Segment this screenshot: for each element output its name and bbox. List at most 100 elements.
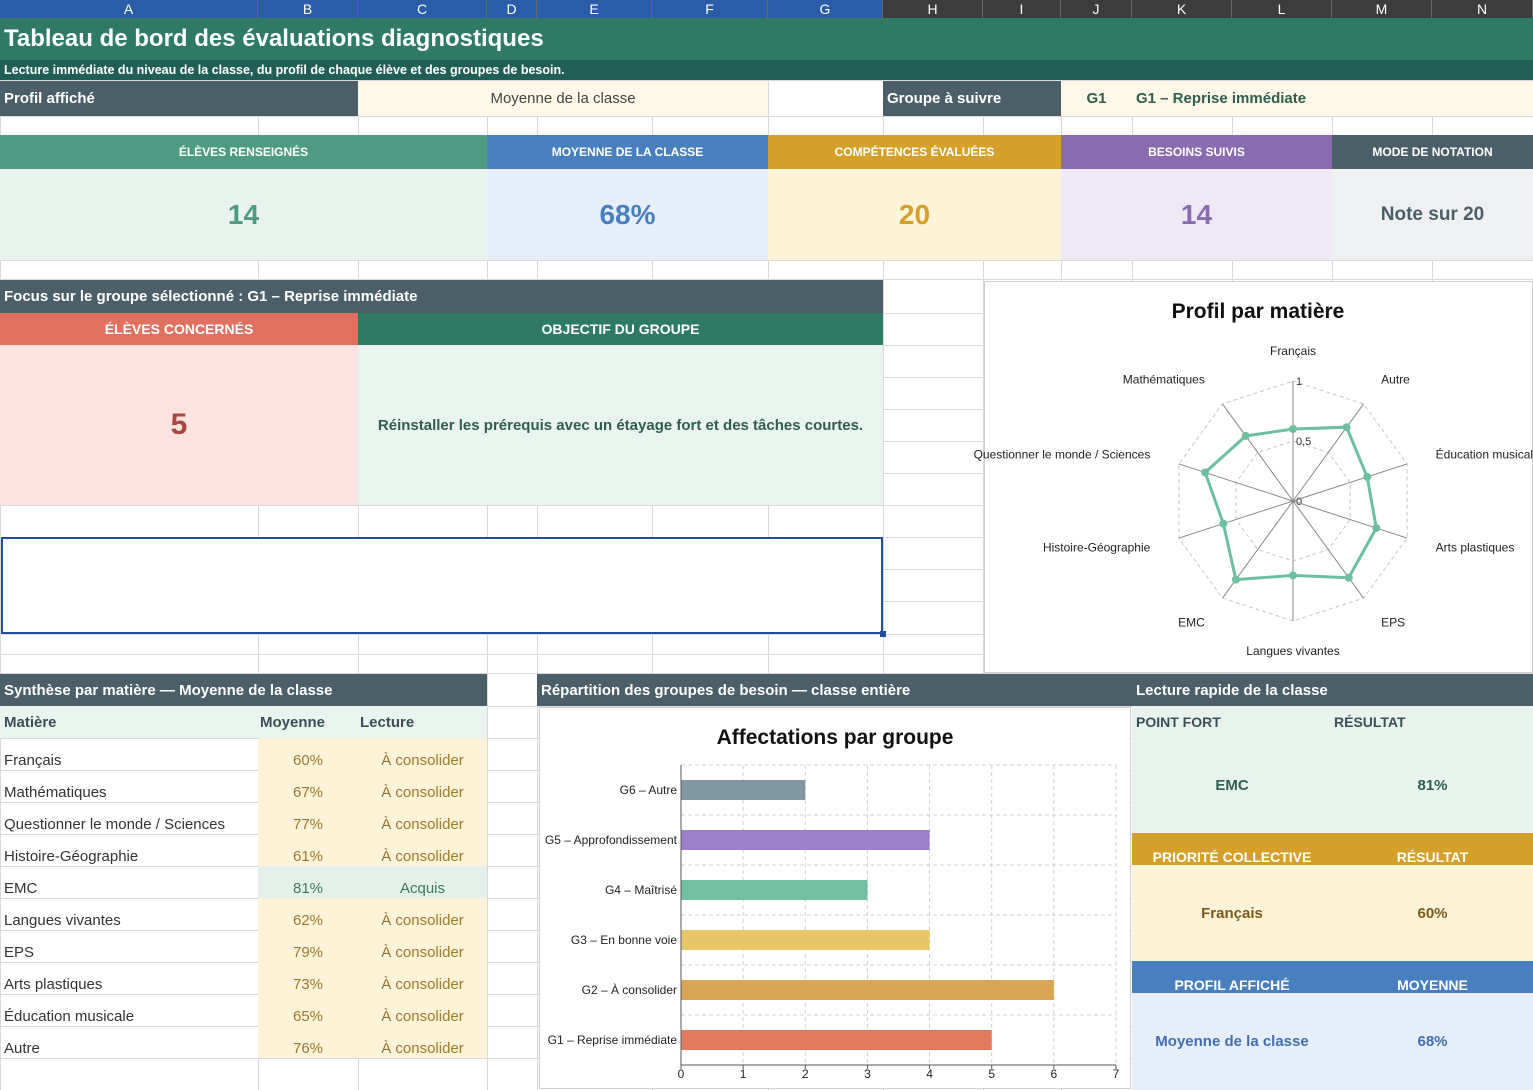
table-cell: Mathématiques (4, 784, 107, 801)
spoke (1292, 403, 1364, 502)
r-tick-label: 0 (1296, 496, 1302, 508)
table-cell: À consolider (358, 930, 487, 962)
spoke (1222, 403, 1294, 502)
table-cell: 77% (258, 802, 358, 834)
table-cell: 60% (258, 738, 358, 770)
column-header: I (983, 0, 1061, 18)
category-label: Arts plastiques (1436, 540, 1515, 554)
bar (681, 880, 868, 900)
x-tick-label: 6 (1051, 1067, 1058, 1081)
table-header: Moyenne (258, 706, 358, 738)
radar-point (1231, 575, 1240, 584)
bar (681, 1030, 992, 1050)
selection[interactable] (1, 537, 883, 634)
column-header: L (1232, 0, 1332, 18)
y-tick-label: G2 – À consolider (582, 982, 677, 997)
fill-handle[interactable] (880, 631, 886, 637)
table-cell: Acquis (358, 866, 487, 898)
block-name: EMC (1215, 777, 1249, 794)
category-label: Autre (1381, 373, 1410, 387)
radar-point (1289, 571, 1297, 580)
category-label: EMC (1178, 615, 1205, 629)
table-cell: 65% (258, 994, 358, 1026)
y-tick-label: G3 – En bonne voie (571, 933, 677, 947)
table-cell: À consolider (358, 738, 487, 770)
title: Tableau de bord des évaluations diagnost… (0, 18, 1533, 60)
radar-point (1342, 423, 1351, 432)
quick-title: Lecture rapide de la classe (1132, 674, 1533, 706)
r-tick-label: 1 (1296, 376, 1302, 388)
radar-point (1241, 431, 1250, 440)
x-tick-label: 3 (864, 1067, 871, 1081)
kpi-label: MODE DE NOTATION (1332, 135, 1533, 169)
table-header: Lecture (358, 706, 487, 738)
objective-label: OBJECTIF DU GROUPE (358, 313, 883, 345)
block-result-label: RÉSULTAT (1334, 714, 1406, 730)
column-header: E (537, 0, 652, 18)
spoke (1292, 500, 1408, 539)
chart-frame (984, 281, 1533, 673)
table-cell: Autre (4, 1040, 40, 1057)
table-cell: À consolider (358, 1026, 487, 1058)
y-tick-label: G4 – Maîtrisé (605, 883, 677, 897)
table-cell: 76% (258, 1026, 358, 1058)
block-label: PROFIL AFFICHÉ (1132, 961, 1332, 993)
category-label: Éducation musicale (1436, 447, 1533, 462)
objective: Réinstaller les prérequis avec un étayag… (358, 345, 883, 505)
category-label: Histoire-Géographie (1043, 540, 1151, 554)
kpi-label: BESOINS SUIVIS (1061, 135, 1332, 169)
spoke (1292, 500, 1364, 599)
focus-title: Focus sur le groupe sélectionné : G1 – R… (0, 280, 883, 313)
kpi-value: 68% (487, 169, 768, 260)
column-header: H (883, 0, 983, 18)
block-result-label: MOYENNE (1332, 961, 1533, 993)
kpi-value: 14 (1061, 169, 1332, 260)
kpi-label: COMPÉTENCES ÉVALUÉES (768, 135, 1061, 169)
category-label: Français (1270, 344, 1316, 358)
column-header: A (0, 0, 258, 18)
table-cell: À consolider (358, 962, 487, 994)
table-cell: 62% (258, 898, 358, 930)
r-tick-label: 0,5 (1296, 436, 1311, 448)
block-value: 60% (1417, 904, 1448, 922)
chart-title: Affectations par groupe (717, 726, 954, 749)
kpi-label: MOYENNE DE LA CLASSE (487, 135, 768, 169)
column-header: J (1061, 0, 1132, 18)
table-header: Matière (0, 706, 258, 738)
block-label: POINT FORT (1136, 714, 1221, 730)
radar-point (1344, 573, 1353, 582)
table-cell: Français (4, 752, 62, 769)
radar-point (1289, 425, 1297, 433)
radar-point (1372, 524, 1381, 533)
group-code[interactable]: G1 (1061, 81, 1132, 116)
table-cell: À consolider (358, 802, 487, 834)
block-value: 81% (1417, 777, 1448, 794)
category-label: Mathématiques (1123, 373, 1205, 387)
column-header: F (652, 0, 768, 18)
spoke (1292, 463, 1408, 502)
block-name: Français (1201, 904, 1263, 922)
spoke (1178, 500, 1294, 539)
group-name: G1 – Reprise immédiate (1132, 81, 1533, 116)
table-cell: Arts plastiques (4, 976, 103, 993)
subjects-title: Synthèse par matière — Moyenne de la cla… (0, 674, 487, 706)
column-header: K (1132, 0, 1232, 18)
x-tick-label: 4 (926, 1067, 933, 1081)
table-cell: 67% (258, 770, 358, 802)
block-result-label: RÉSULTAT (1332, 833, 1533, 865)
block-name: Moyenne de la classe (1155, 1033, 1309, 1050)
table-cell: 73% (258, 962, 358, 994)
y-tick-label: G5 – Approfondissement (545, 833, 678, 847)
group-label: Groupe à suivre (883, 81, 1061, 116)
category-label: Questionner le monde / Sciences (974, 448, 1151, 462)
table-cell: À consolider (358, 994, 487, 1026)
column-header: D (487, 0, 537, 18)
grid-ring (1178, 380, 1408, 622)
kpi-value: 20 (768, 169, 1061, 260)
subtitle: Lecture immédiate du niveau de la classe… (0, 60, 1533, 80)
bar (681, 930, 930, 950)
profile-select[interactable]: Moyenne de la classe (358, 81, 768, 116)
block-label: PRIORITÉ COLLECTIVE (1132, 833, 1332, 865)
table-cell: EMC (4, 880, 38, 897)
